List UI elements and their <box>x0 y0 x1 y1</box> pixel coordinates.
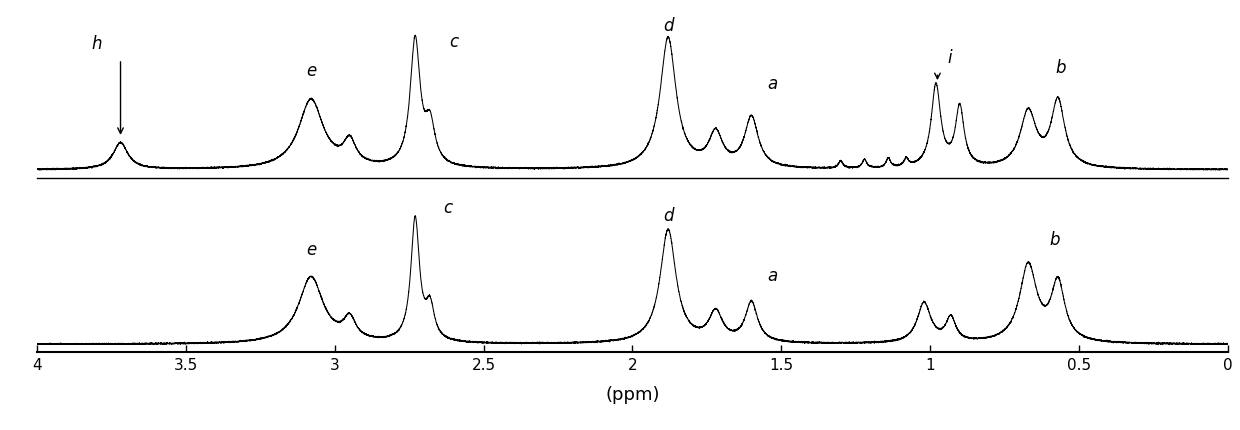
Text: b: b <box>1055 59 1066 77</box>
Text: d: d <box>663 207 673 224</box>
Text: b: b <box>1050 231 1060 249</box>
X-axis label: (ppm): (ppm) <box>605 385 660 403</box>
Text: e: e <box>306 240 316 258</box>
Text: c: c <box>444 199 453 217</box>
Text: a: a <box>768 75 777 93</box>
Text: d: d <box>663 17 673 34</box>
Text: h: h <box>92 35 102 53</box>
Text: a: a <box>768 267 777 285</box>
Text: c: c <box>449 33 459 50</box>
Text: e: e <box>306 62 316 80</box>
Text: i: i <box>947 49 951 67</box>
